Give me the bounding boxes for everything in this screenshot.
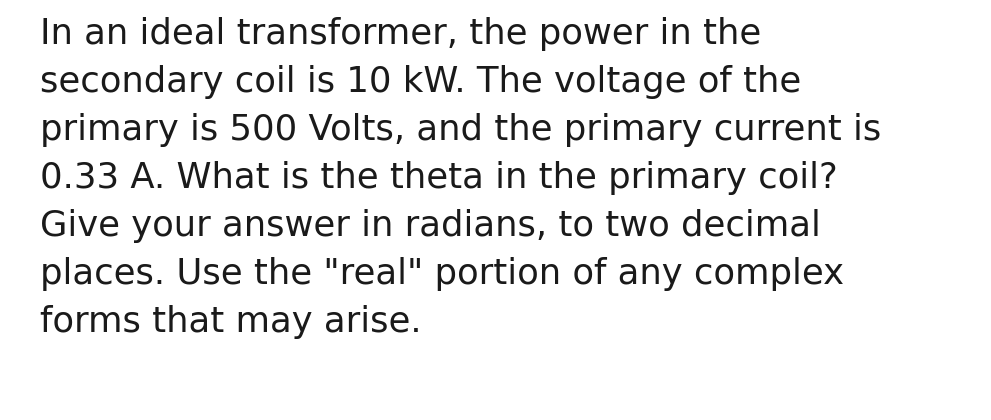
Text: In an ideal transformer, the power in the
secondary coil is 10 kW. The voltage o: In an ideal transformer, the power in th… <box>40 17 881 339</box>
